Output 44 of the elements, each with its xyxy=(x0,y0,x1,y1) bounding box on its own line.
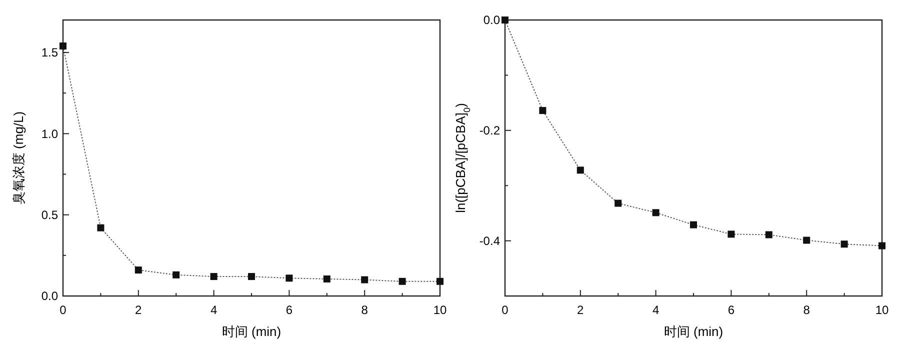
point xyxy=(436,278,444,285)
x-axis-title: 时间 (min) xyxy=(222,324,282,339)
x-axis-title: 时间 (min) xyxy=(664,324,724,339)
point xyxy=(690,221,697,228)
x-tick-label: 8 xyxy=(361,303,368,317)
point xyxy=(134,266,142,274)
y-tick-label: -0.2 xyxy=(479,124,500,138)
y-tick-label: 0.5 xyxy=(41,208,58,222)
point xyxy=(878,242,886,250)
point xyxy=(398,278,406,285)
point xyxy=(286,274,293,282)
x-tick-label: 4 xyxy=(652,303,660,317)
x-tick-label: 8 xyxy=(803,303,810,317)
point xyxy=(210,273,218,280)
x-tick-label: 2 xyxy=(135,303,142,317)
point xyxy=(765,231,772,238)
y-tick-label: 0.0 xyxy=(483,13,500,28)
point xyxy=(97,224,104,232)
x-tick-label: 0 xyxy=(502,303,509,317)
x-tick-label: 0 xyxy=(60,303,67,317)
point xyxy=(323,275,330,282)
point xyxy=(728,230,735,238)
point xyxy=(614,200,622,207)
x-tick-label: 10 xyxy=(433,303,447,317)
point xyxy=(248,273,255,280)
x-tick-label: 6 xyxy=(728,303,735,317)
point xyxy=(60,42,66,50)
y-tick-label: -0.4 xyxy=(479,234,500,248)
point xyxy=(172,271,180,278)
x-tick-label: 2 xyxy=(577,303,584,317)
point xyxy=(361,276,368,284)
y-tick-label: 1.0 xyxy=(41,126,58,141)
x-tick-label: 4 xyxy=(210,303,218,317)
point xyxy=(652,209,660,216)
y-axis-title: 臭氧浓度 (mg/L) xyxy=(11,111,26,205)
x-tick-label: 6 xyxy=(286,303,293,317)
point xyxy=(502,16,508,24)
y-tick-label: 0.0 xyxy=(41,289,58,304)
y-tick-label: 1.5 xyxy=(41,46,58,60)
point xyxy=(576,166,584,174)
point xyxy=(840,240,848,248)
point xyxy=(803,236,810,244)
point xyxy=(539,107,546,114)
x-tick-label: 10 xyxy=(875,303,889,317)
